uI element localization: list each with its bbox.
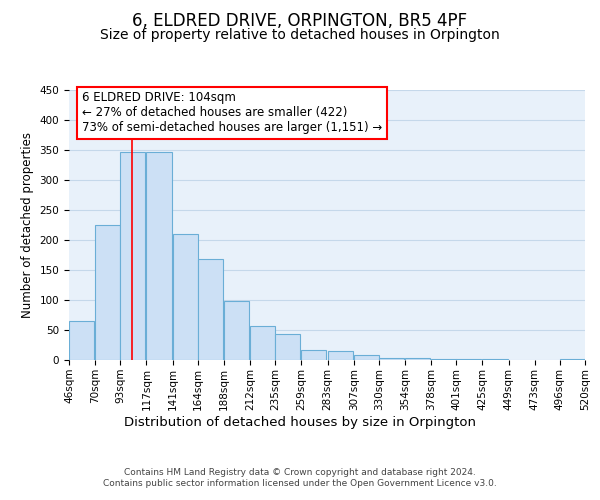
Bar — [405, 358, 430, 360]
Text: Contains HM Land Registry data © Crown copyright and database right 2024.
Contai: Contains HM Land Registry data © Crown c… — [103, 468, 497, 487]
Bar — [379, 358, 404, 360]
Bar — [146, 152, 172, 360]
Bar — [431, 359, 456, 360]
Bar — [95, 225, 120, 360]
Bar — [173, 234, 198, 360]
Text: Size of property relative to detached houses in Orpington: Size of property relative to detached ho… — [100, 28, 500, 42]
Bar — [328, 351, 353, 360]
Bar — [120, 152, 145, 360]
Text: 6, ELDRED DRIVE, ORPINGTON, BR5 4PF: 6, ELDRED DRIVE, ORPINGTON, BR5 4PF — [133, 12, 467, 30]
Bar — [69, 321, 94, 360]
Y-axis label: Number of detached properties: Number of detached properties — [21, 132, 34, 318]
Bar — [275, 334, 300, 360]
Text: Distribution of detached houses by size in Orpington: Distribution of detached houses by size … — [124, 416, 476, 429]
Bar — [301, 350, 326, 360]
Text: 6 ELDRED DRIVE: 104sqm
← 27% of detached houses are smaller (422)
73% of semi-de: 6 ELDRED DRIVE: 104sqm ← 27% of detached… — [82, 92, 382, 134]
Bar — [354, 355, 379, 360]
Bar — [250, 326, 275, 360]
Bar — [198, 259, 223, 360]
Bar — [224, 301, 249, 360]
